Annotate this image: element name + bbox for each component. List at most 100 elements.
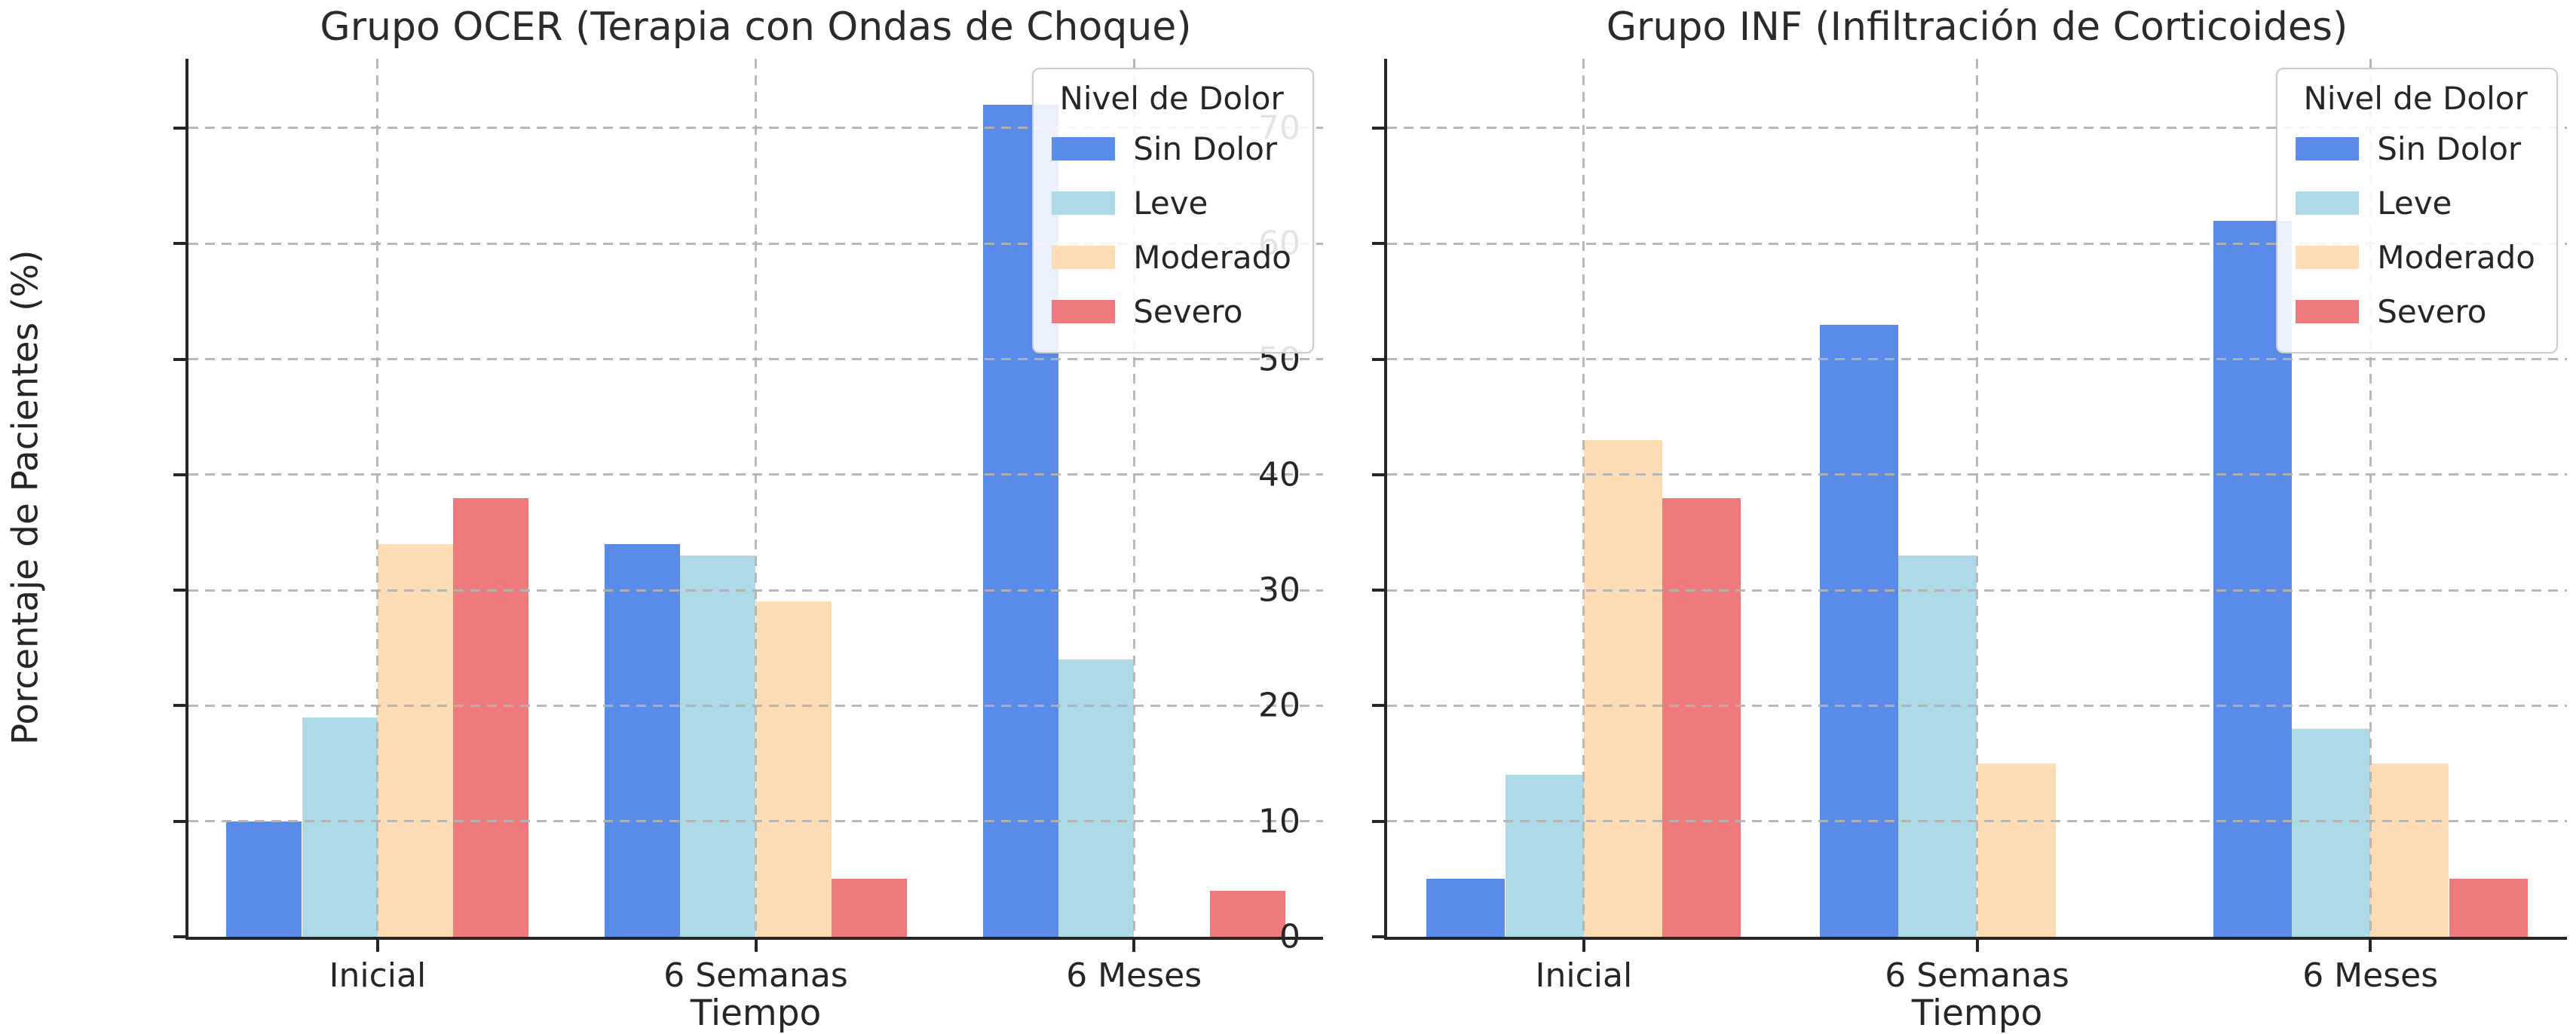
legend-entry-moderado: Moderado <box>1052 230 1291 284</box>
legend-label-severo: Severo <box>2377 292 2487 330</box>
bar-sin-dolor-6-semanas <box>604 543 681 937</box>
bar-sin-dolor-6-semanas <box>1819 324 1899 937</box>
severo-swatch-icon <box>2296 299 2360 323</box>
ocer-x-axis-label: Tiempo <box>690 993 822 1034</box>
ocer-ytick-40 <box>173 473 185 476</box>
bar-severo-6-meses <box>2449 879 2528 937</box>
inf-xtick-label-inicial: Inicial <box>1535 956 1633 995</box>
ocer-bottom-spine <box>185 937 1323 940</box>
inf-xtick-label-6-meses: 6 Meses <box>2302 956 2439 995</box>
inf-gridline-x-6-meses <box>2369 59 2372 937</box>
ocer-ytick-label-20: 20 <box>1258 686 1300 725</box>
inf-plot-area: Grupo INF (Infiltración de Corticoides) … <box>1372 5 2567 1034</box>
ocer-y-axis-label: Porcentaje de Pacientes (%) <box>5 249 47 745</box>
inf-ytick-10 <box>1372 819 1384 823</box>
legend-entry-leve: Leve <box>2296 176 2535 230</box>
ocer-ytick-label-40: 40 <box>1258 455 1300 494</box>
moderado-swatch-icon <box>1052 245 1116 269</box>
inf-chart-title: Grupo INF (Infiltración de Corticoides) <box>1606 5 2348 50</box>
inf-ytick-0 <box>1372 935 1384 938</box>
ocer-xtick-label-6-meses: 6 Meses <box>1066 956 1202 995</box>
inf-legend-entries: Sin Dolor Leve Moderado Severo <box>2296 121 2535 338</box>
inf-ytick-60 <box>1372 242 1384 246</box>
bar-severo-6-semanas <box>831 879 908 937</box>
inf-xtick-inicial <box>1582 940 1585 952</box>
ocer-ytick-60 <box>173 242 185 246</box>
bar-leve-inicial <box>1505 775 1584 937</box>
ocer-xtick-inicial <box>375 940 379 952</box>
inf-legend-title: Nivel de Dolor <box>2303 80 2528 117</box>
bar-sin-dolor-inicial <box>226 821 302 937</box>
inf-xtick-label-6-semanas: 6 Semanas <box>1885 956 2069 995</box>
legend-label-sin-dolor: Sin Dolor <box>2377 130 2522 167</box>
ocer-ytick-70 <box>173 126 185 130</box>
ocer-left-spine <box>185 59 188 940</box>
legend-entry-severo: Severo <box>1052 284 1291 338</box>
bar-leve-6-semanas <box>680 555 756 937</box>
ocer-gridline-x-inicial <box>376 59 379 937</box>
severo-swatch-icon <box>1052 299 1116 323</box>
inf-gridline-x-6-semanas <box>1976 59 1978 937</box>
ocer-ytick-30 <box>173 589 185 592</box>
sin-dolor-swatch-icon <box>1052 136 1116 161</box>
legend-label-severo: Severo <box>1133 292 1243 330</box>
ocer-legend: Nivel de Dolor Sin Dolor Leve Moderado Seve… <box>1032 68 1314 353</box>
bar-sin-dolor-inicial <box>1426 879 1505 937</box>
ocer-xtick-6-meses <box>1132 940 1136 952</box>
ocer-legend-entries: Sin Dolor Leve Moderado Severo <box>1052 121 1291 338</box>
legend-label-leve: Leve <box>2377 184 2452 222</box>
ocer-xtick-label-6-semanas: 6 Semanas <box>663 956 848 995</box>
legend-label-sin-dolor: Sin Dolor <box>1133 130 1278 167</box>
inf-legend: Nivel de Dolor Sin Dolor Leve Moderado Seve… <box>2276 68 2558 353</box>
ocer-gridline-x-6-semanas <box>755 59 757 937</box>
leve-swatch-icon <box>1052 191 1116 215</box>
legend-entry-severo: Severo <box>2296 284 2535 338</box>
inf-ytick-70 <box>1372 126 1384 130</box>
leve-swatch-icon <box>2296 191 2360 215</box>
bar-leve-6-semanas <box>1898 555 1977 937</box>
ocer-ytick-0 <box>173 935 185 938</box>
legend-label-leve: Leve <box>1133 184 1208 222</box>
legend-entry-sin-dolor: Sin Dolor <box>1052 121 1291 176</box>
bar-leve-inicial <box>302 717 378 937</box>
ocer-gridline-x-6-meses <box>1132 59 1135 937</box>
ocer-xtick-label-inicial: Inicial <box>329 956 427 995</box>
inf-ytick-20 <box>1372 704 1384 708</box>
bar-severo-inicial <box>453 497 529 937</box>
bar-leve-6-meses <box>1058 659 1135 937</box>
legend-label-moderado: Moderado <box>2377 238 2535 276</box>
ocer-ytick-20 <box>173 704 185 708</box>
bar-leve-6-meses <box>2291 729 2371 937</box>
bar-severo-6-meses <box>1209 890 1285 937</box>
bar-moderado-6-semanas <box>755 601 832 937</box>
bar-moderado-6-semanas <box>1977 763 2056 937</box>
bar-moderado-inicial <box>377 543 454 937</box>
ocer-ytick-label-30: 30 <box>1258 571 1300 610</box>
ocer-ytick-10 <box>173 819 185 823</box>
ocer-chart-title: Grupo OCER (Terapia con Ondas de Choque) <box>320 5 1192 50</box>
legend-label-moderado: Moderado <box>1133 238 1291 276</box>
inf-ytick-30 <box>1372 589 1384 592</box>
ocer-plot-area: Grupo OCER (Terapia con Ondas de Choque)… <box>5 5 1323 1034</box>
inf-xtick-6-semanas <box>1975 940 1979 952</box>
ocer-ytick-label-10: 10 <box>1258 802 1300 841</box>
ocer-xtick-6-semanas <box>754 940 758 952</box>
inf-xtick-6-meses <box>2369 940 2372 952</box>
legend-entry-moderado: Moderado <box>2296 230 2535 284</box>
ocer-ytick-50 <box>173 357 185 361</box>
inf-left-spine <box>1384 59 1387 940</box>
moderado-swatch-icon <box>2296 245 2360 269</box>
legend-entry-sin-dolor: Sin Dolor <box>2296 121 2535 176</box>
bar-severo-inicial <box>1662 497 1741 937</box>
inf-ytick-40 <box>1372 473 1384 476</box>
inf-gridline-x-inicial <box>1582 59 1585 937</box>
inf-x-axis-label: Tiempo <box>1911 993 2043 1034</box>
bar-moderado-6-meses <box>2370 763 2449 937</box>
bar-moderado-inicial <box>1583 439 1663 937</box>
inf-bottom-spine <box>1384 937 2567 940</box>
legend-entry-leve: Leve <box>1052 176 1291 230</box>
sin-dolor-swatch-icon <box>2296 136 2360 161</box>
inf-ytick-50 <box>1372 357 1384 361</box>
ocer-legend-title: Nivel de Dolor <box>1059 80 1284 117</box>
